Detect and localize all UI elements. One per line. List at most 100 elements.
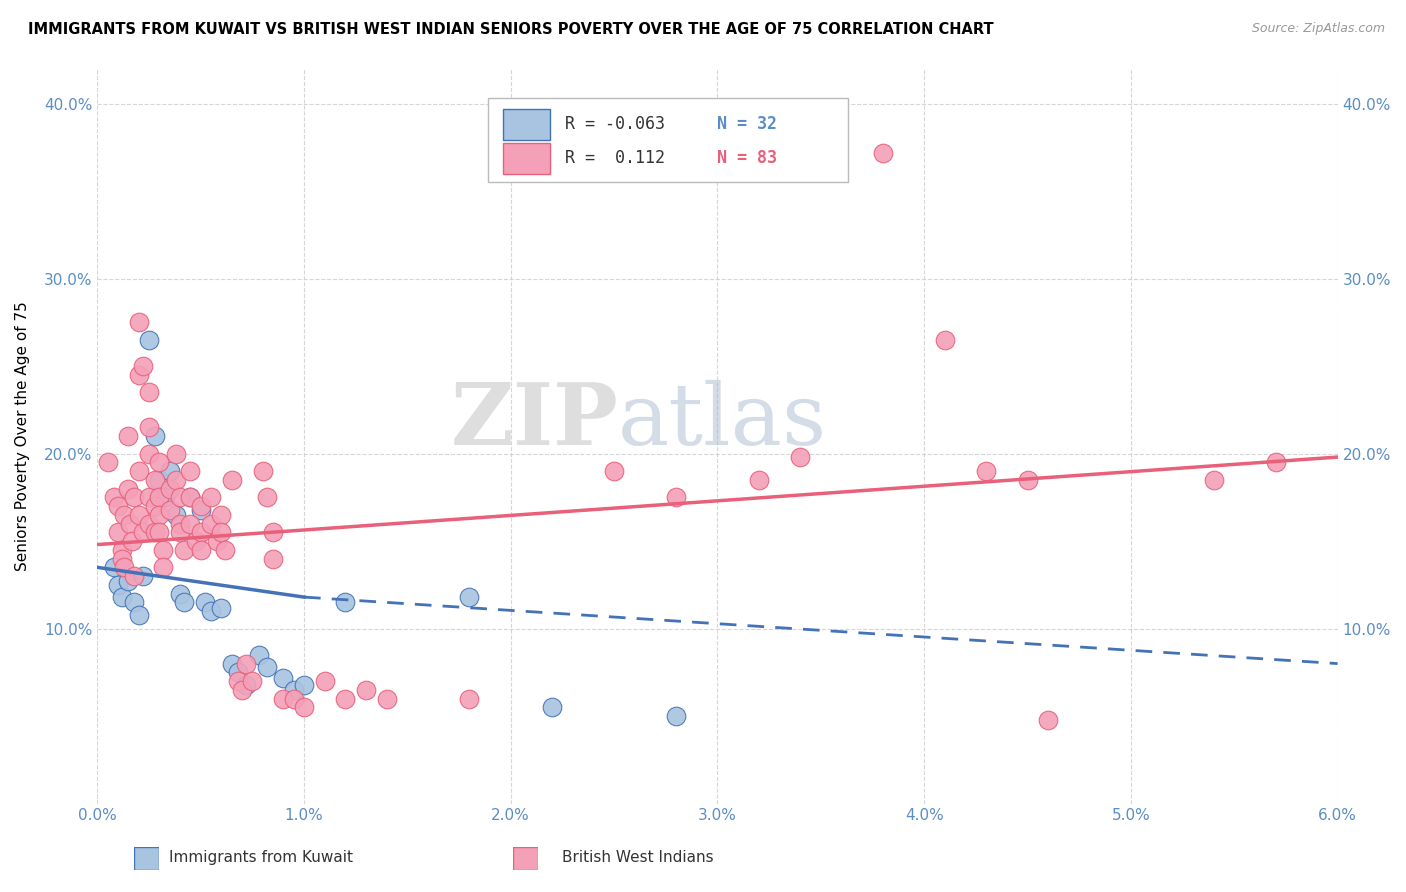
Point xyxy=(169,525,191,540)
Point xyxy=(200,491,222,505)
Text: British West Indians: British West Indians xyxy=(562,850,714,865)
Point xyxy=(111,542,134,557)
Point xyxy=(111,551,134,566)
Y-axis label: Seniors Poverty Over the Age of 75: Seniors Poverty Over the Age of 75 xyxy=(15,301,30,571)
Point xyxy=(103,560,125,574)
Point xyxy=(117,574,139,589)
Text: Source: ZipAtlas.com: Source: ZipAtlas.com xyxy=(1251,22,1385,36)
Point xyxy=(143,525,166,540)
Point xyxy=(252,464,274,478)
Point xyxy=(221,657,243,671)
Point xyxy=(789,450,811,464)
Point xyxy=(165,446,187,460)
Point xyxy=(117,429,139,443)
Point xyxy=(107,525,129,540)
Point xyxy=(665,491,688,505)
Point xyxy=(226,665,249,680)
Point xyxy=(209,508,232,522)
Point xyxy=(138,420,160,434)
Point xyxy=(179,491,201,505)
Point xyxy=(1017,473,1039,487)
Point xyxy=(458,691,481,706)
Point xyxy=(314,674,336,689)
Text: atlas: atlas xyxy=(619,380,827,463)
Point xyxy=(128,464,150,478)
Point xyxy=(173,542,195,557)
Point xyxy=(143,499,166,513)
Point xyxy=(271,671,294,685)
Point xyxy=(221,473,243,487)
Point xyxy=(190,499,212,513)
Point xyxy=(97,455,120,469)
Point xyxy=(200,516,222,531)
Point xyxy=(872,145,894,160)
Point xyxy=(974,464,997,478)
Point xyxy=(194,595,217,609)
Point xyxy=(235,677,257,691)
Point xyxy=(200,604,222,618)
Point xyxy=(240,674,263,689)
Point xyxy=(117,482,139,496)
Point xyxy=(165,473,187,487)
Point xyxy=(124,569,146,583)
Point xyxy=(148,491,170,505)
Point xyxy=(375,691,398,706)
Point xyxy=(1038,713,1060,727)
Point xyxy=(541,700,564,714)
Point xyxy=(138,333,160,347)
Point xyxy=(112,508,135,522)
Text: N = 32: N = 32 xyxy=(717,115,778,134)
Point xyxy=(1264,455,1286,469)
Point xyxy=(112,560,135,574)
Point xyxy=(124,491,146,505)
Point xyxy=(335,691,357,706)
Point xyxy=(124,595,146,609)
Point xyxy=(148,473,170,487)
Point xyxy=(190,525,212,540)
Point xyxy=(209,600,232,615)
FancyBboxPatch shape xyxy=(503,143,550,174)
Point xyxy=(748,473,770,487)
Point xyxy=(262,551,284,566)
Point xyxy=(128,368,150,382)
Point xyxy=(159,464,181,478)
Point xyxy=(152,542,174,557)
Point xyxy=(262,525,284,540)
Point xyxy=(603,464,626,478)
Point xyxy=(190,502,212,516)
Point xyxy=(165,508,187,522)
Point xyxy=(231,682,253,697)
Text: N = 83: N = 83 xyxy=(717,149,778,167)
Point xyxy=(159,482,181,496)
Point xyxy=(292,700,315,714)
Text: IMMIGRANTS FROM KUWAIT VS BRITISH WEST INDIAN SENIORS POVERTY OVER THE AGE OF 75: IMMIGRANTS FROM KUWAIT VS BRITISH WEST I… xyxy=(28,22,994,37)
Point xyxy=(128,508,150,522)
Point xyxy=(271,691,294,706)
Point xyxy=(665,709,688,723)
Point xyxy=(179,516,201,531)
Point xyxy=(148,525,170,540)
Point xyxy=(103,491,125,505)
Point xyxy=(128,607,150,622)
Point xyxy=(934,333,956,347)
FancyBboxPatch shape xyxy=(503,109,550,140)
Point xyxy=(143,429,166,443)
Point xyxy=(292,677,315,691)
Point xyxy=(107,499,129,513)
Point xyxy=(152,560,174,574)
Point xyxy=(209,525,232,540)
Point xyxy=(169,586,191,600)
Point xyxy=(155,491,177,505)
Point xyxy=(138,516,160,531)
Point xyxy=(169,491,191,505)
Point xyxy=(283,682,305,697)
Text: Immigrants from Kuwait: Immigrants from Kuwait xyxy=(169,850,353,865)
Point xyxy=(226,674,249,689)
Point xyxy=(179,464,201,478)
Text: ZIP: ZIP xyxy=(450,379,619,463)
Point xyxy=(120,516,142,531)
Point xyxy=(143,473,166,487)
Point xyxy=(283,691,305,706)
Point xyxy=(148,455,170,469)
Point xyxy=(107,578,129,592)
